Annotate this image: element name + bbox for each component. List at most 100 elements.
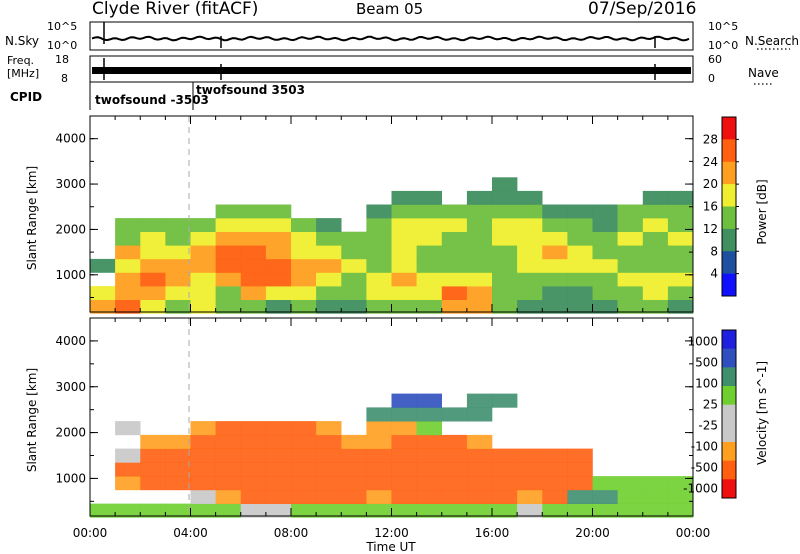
heatmap-cell	[592, 476, 618, 491]
heatmap-cell	[592, 286, 618, 300]
heatmap-cell	[316, 421, 342, 436]
heatmap-cell	[115, 272, 141, 287]
heatmap-cell	[265, 421, 292, 436]
heatmap-cell	[592, 231, 618, 246]
heatmap-cell	[642, 476, 669, 491]
heatmap-cell	[240, 503, 267, 518]
heatmap-cell	[341, 434, 367, 449]
colorbar-tick-label: 16	[703, 200, 718, 214]
heatmap-cell	[592, 272, 618, 287]
heatmap-cell	[642, 489, 669, 504]
heatmap-cell	[567, 489, 593, 504]
cpid-label: CPID	[10, 90, 42, 104]
heatmap-cell	[391, 448, 417, 463]
heatmap-cell	[215, 218, 241, 232]
heatmap-cell	[667, 258, 694, 273]
heatmap-cell	[617, 218, 643, 232]
heatmap-cell	[391, 258, 417, 273]
x-tick-label: 16:00	[475, 526, 510, 540]
heatmap-cell	[215, 448, 241, 463]
heatmap-cell	[416, 299, 442, 314]
heatmap-cell	[240, 258, 267, 273]
heatmap-cell	[115, 258, 141, 273]
x-tick-label: 00:00	[73, 526, 108, 540]
heatmap-cell	[140, 258, 166, 273]
x-tick-label: 08:00	[274, 526, 309, 540]
heatmap-cell	[165, 462, 191, 477]
heatmap-cell	[265, 489, 292, 504]
colorbar-swatch	[722, 330, 736, 349]
heatmap-cell	[165, 245, 191, 260]
heatmap-cell	[617, 476, 643, 491]
heatmap-cell	[416, 503, 442, 518]
heatmap-cell	[366, 245, 392, 260]
y-tick-label: 3000	[55, 177, 86, 191]
heatmap-cell	[441, 434, 468, 449]
heatmap-cell	[441, 462, 468, 477]
x-tick-label: 00:00	[676, 526, 711, 540]
heatmap-cell	[617, 299, 643, 314]
y-tick-label: 1000	[55, 268, 86, 282]
heatmap-cell	[416, 272, 442, 287]
heatmap-cell	[642, 299, 669, 314]
colorbar-tick-label: 28	[703, 132, 718, 146]
heatmap-cell	[667, 204, 694, 219]
heatmap-cell	[542, 448, 568, 463]
heatmap-cell	[592, 489, 618, 504]
velocity-y-axis: 1000 2000 3000 4000	[55, 334, 693, 502]
heatmap-cell	[366, 407, 392, 422]
power-colorbar-label: Power [dB]	[755, 179, 769, 244]
heatmap-cell	[667, 489, 694, 504]
freq-left-tick-top: 18	[55, 53, 69, 66]
heatmap-cell	[165, 231, 191, 246]
nave-label: Nave	[748, 66, 779, 80]
heatmap-cell	[341, 245, 367, 260]
heatmap-cell	[140, 245, 166, 260]
heatmap-cell	[316, 258, 342, 273]
noise-left-tick-bottom: 10^0	[47, 39, 77, 52]
heatmap-cell	[667, 190, 694, 205]
heatmap-cell	[366, 503, 392, 518]
colorbar-swatch	[722, 423, 736, 443]
heatmap-cell	[416, 258, 442, 273]
x-axis-title: Time UT	[365, 540, 416, 554]
heatmap-cell	[240, 204, 267, 219]
heatmap-cell	[667, 231, 694, 246]
heatmap-cell	[492, 258, 518, 273]
freq-left-tick-bottom: 8	[61, 72, 68, 85]
heatmap-cell	[366, 421, 392, 436]
heatmap-cell	[316, 286, 342, 300]
heatmap-cell	[517, 231, 543, 246]
colorbar-tick-label: 20	[703, 177, 718, 191]
heatmap-cell	[542, 503, 568, 518]
cpid-mode-1: twofsound -3503	[95, 93, 209, 107]
heatmap-cell	[617, 245, 643, 260]
heatmap-cell	[542, 272, 568, 287]
y-tick-label: 2000	[55, 426, 86, 440]
heatmap-cell	[492, 503, 518, 518]
heatmap-cell	[492, 245, 518, 260]
heatmap-cell	[391, 190, 417, 205]
colorbar-swatch	[722, 139, 736, 163]
heatmap-cell	[542, 204, 568, 219]
colorbar-swatch	[722, 228, 736, 252]
x-tick-label: 20:00	[575, 526, 610, 540]
heatmap-cell	[642, 231, 669, 246]
heatmap-cell	[391, 407, 417, 422]
heatmap-cell	[190, 272, 216, 287]
heatmap-cell	[115, 299, 141, 314]
heatmap-cell	[441, 272, 468, 287]
noise-left-tick-top: 10^5	[47, 20, 77, 33]
heatmap-cell	[190, 476, 216, 491]
y-tick-label: 4000	[55, 334, 86, 348]
heatmap-cell	[391, 462, 417, 477]
heatmap-cell	[391, 299, 417, 314]
heatmap-cell	[165, 503, 191, 518]
heatmap-cell	[190, 421, 216, 436]
colorbar-swatch	[722, 348, 736, 368]
heatmap-cell	[542, 462, 568, 477]
heatmap-cell	[316, 489, 342, 504]
heatmap-cell	[567, 462, 593, 477]
colorbar-swatch	[722, 206, 736, 230]
heatmap-cell	[316, 272, 342, 287]
